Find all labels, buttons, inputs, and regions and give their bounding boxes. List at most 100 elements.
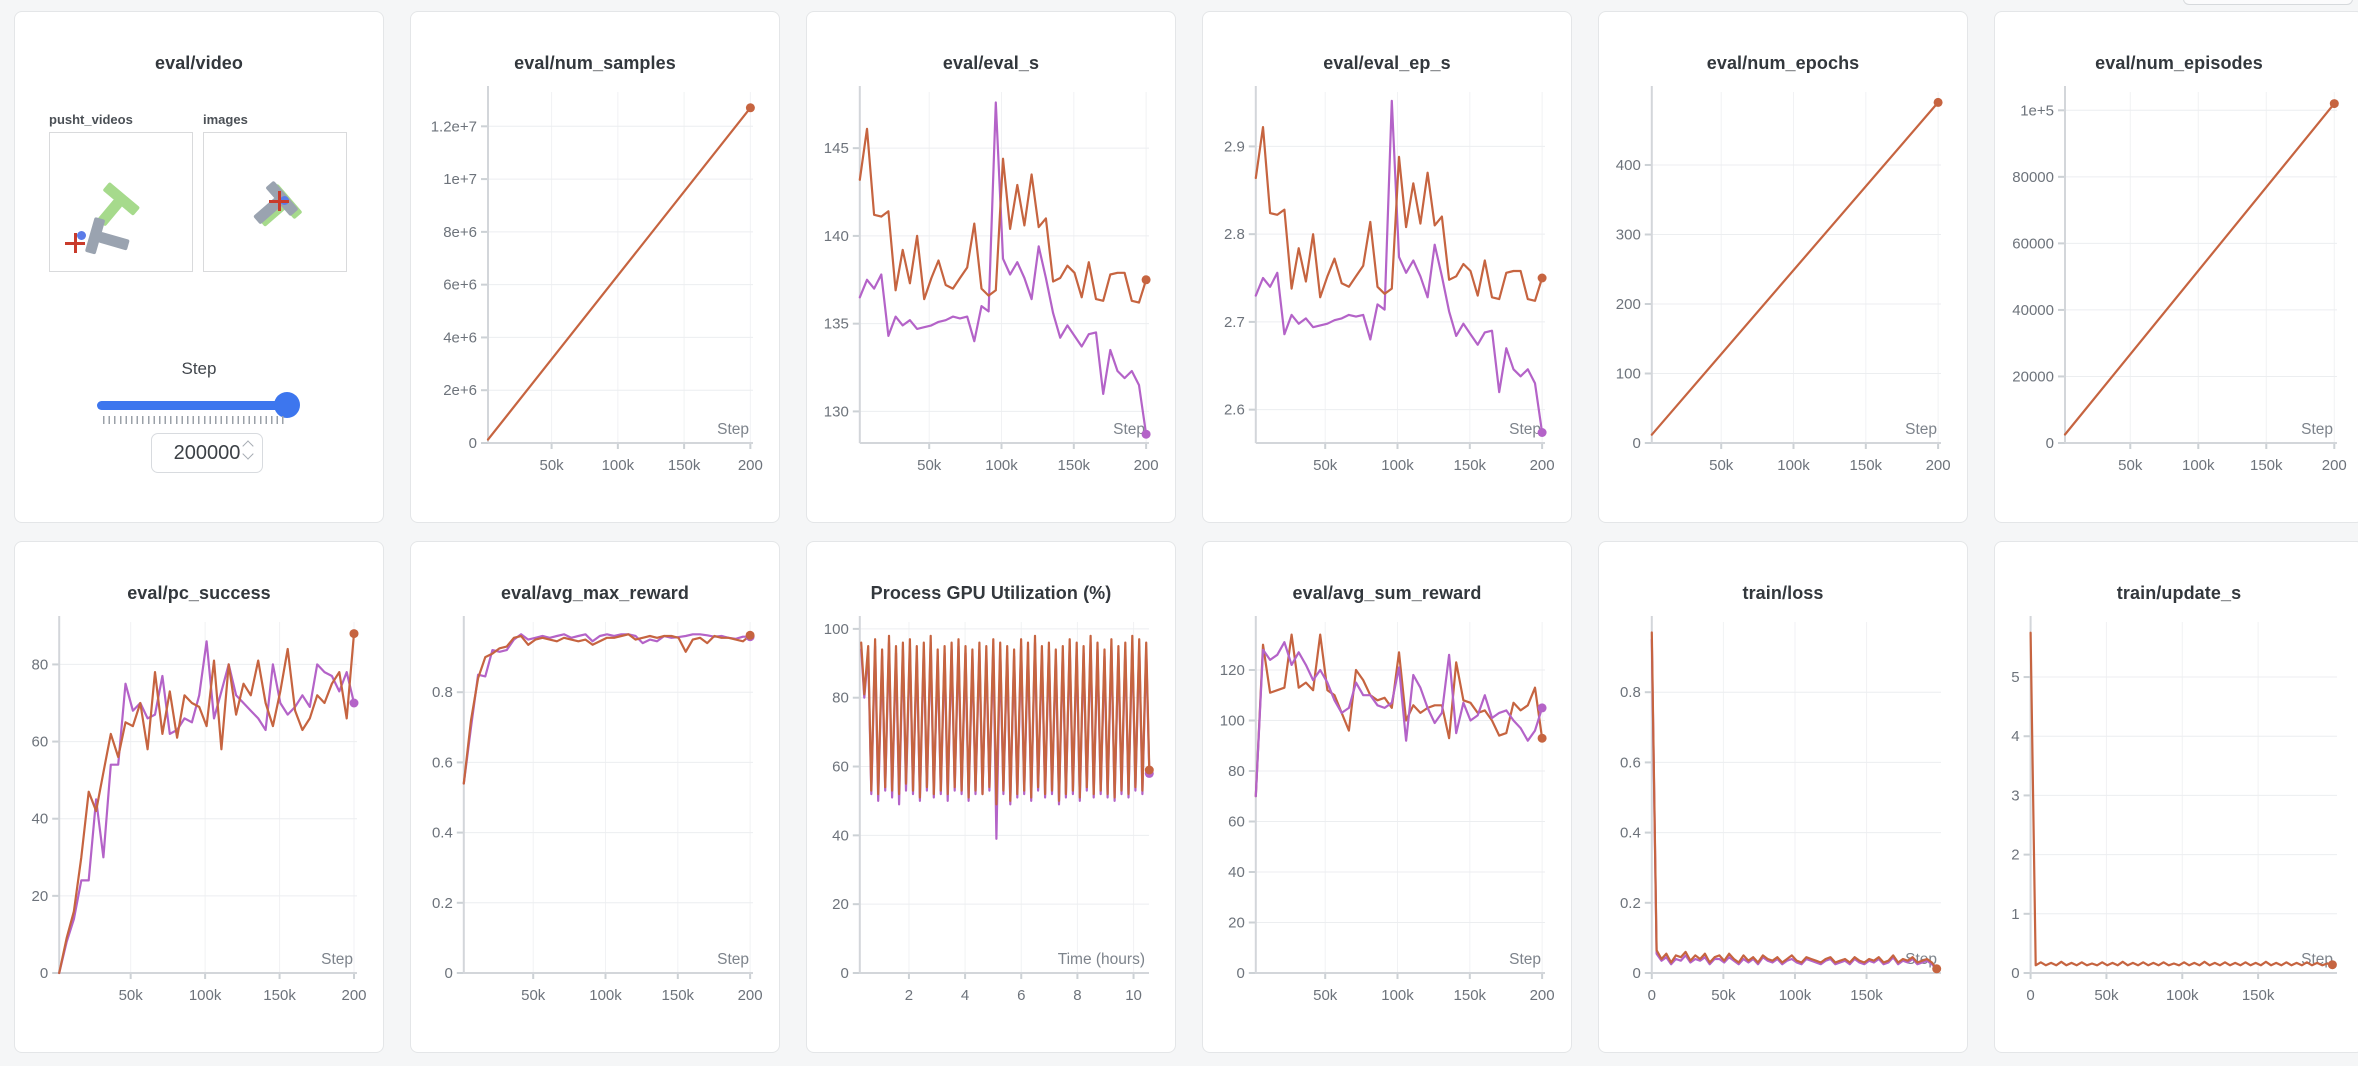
chart-title: Process GPU Utilization (%) [870, 583, 1112, 603]
svg-text:100k: 100k [985, 457, 1018, 474]
svg-text:100k: 100k [1777, 457, 1810, 474]
svg-text:0: 0 [1632, 965, 1640, 982]
svg-text:100k: 100k [589, 987, 622, 1004]
chart-title: train/update_s [2116, 583, 2242, 603]
step-input-value[interactable]: 200000 [173, 441, 241, 464]
svg-text:40: 40 [32, 811, 49, 828]
svg-text:100k: 100k [602, 457, 635, 474]
panel-eval-video[interactable]: eval/video pusht_videos images [14, 11, 384, 523]
svg-text:Step: Step [321, 951, 353, 968]
svg-text:40000: 40000 [2012, 302, 2054, 319]
svg-text:120: 120 [1220, 662, 1245, 679]
panel-train-update-s[interactable]: train/update_s 0 50k 100k 150k 0 1 2 3 4 5 Step [1994, 541, 2358, 1053]
panel-grid: eval/video pusht_videos images [14, 11, 2358, 1053]
chart-area[interactable]: 0 50k 100k 150k 0 0.2 0.4 0.6 0.8 Step [1599, 608, 1967, 1023]
svg-text:1e+5: 1e+5 [2020, 102, 2054, 119]
svg-text:Step: Step [717, 421, 749, 438]
svg-text:10: 10 [1125, 987, 1142, 1004]
svg-text:2.9: 2.9 [1224, 138, 1245, 155]
svg-text:0.2: 0.2 [1620, 895, 1641, 912]
svg-text:50k: 50k [1709, 457, 1734, 474]
svg-text:0: 0 [469, 435, 477, 452]
svg-text:4: 4 [2011, 728, 2019, 745]
panel-eval-eval-s[interactable]: eval/eval_s 50k 100k 150k 200 130 135 140 145 St… [806, 11, 1176, 523]
step-slider-label: Step [181, 359, 217, 378]
step-stepper[interactable] [242, 440, 254, 460]
svg-text:4: 4 [961, 987, 969, 1004]
svg-text:0: 0 [2011, 965, 2019, 982]
svg-text:0.6: 0.6 [432, 754, 453, 771]
chart-title: eval/avg_max_reward [500, 583, 690, 603]
chart-title: eval/avg_sum_reward [1292, 583, 1482, 603]
chart-area[interactable]: 50k 100k 150k 200 2.6 2.7 2.8 2.9 Step [1203, 78, 1571, 493]
chart-area[interactable]: 50k 100k 150k 200 0 100 200 300 400 Step [1599, 78, 1967, 493]
step-input[interactable]: 200000 [151, 433, 263, 473]
gray-t-shape [84, 216, 135, 263]
svg-text:50k: 50k [540, 457, 565, 474]
chart-area[interactable]: 0 50k 100k 150k 0 1 2 3 4 5 Step [1995, 608, 2358, 1023]
svg-text:60: 60 [832, 759, 849, 776]
panel-process-gpu-utilization[interactable]: Process GPU Utilization (%) 2 4 6 8 10 0 20 40 6… [806, 541, 1176, 1053]
svg-text:200: 200 [738, 457, 763, 474]
chart-area[interactable]: 50k 100k 150k 200 0 20 40 60 80 Step [15, 608, 383, 1023]
svg-text:Step: Step [1509, 951, 1541, 968]
svg-text:100k: 100k [1381, 457, 1414, 474]
svg-text:20000: 20000 [2012, 368, 2054, 385]
panel-eval-avg-sum-reward[interactable]: eval/avg_sum_reward 50k 100k 150k 200 0 20 40 6… [1202, 541, 1572, 1053]
svg-text:200: 200 [1530, 987, 1555, 1004]
svg-text:50k: 50k [2118, 457, 2143, 474]
svg-text:0: 0 [1648, 987, 1656, 1004]
svg-text:Step: Step [1113, 421, 1145, 438]
svg-text:150k: 150k [1454, 987, 1487, 1004]
chart-area[interactable]: 2 4 6 8 10 0 20 40 60 80 100 Time (hours) [807, 608, 1175, 1023]
svg-text:150k: 150k [1850, 457, 1883, 474]
svg-text:2e+6: 2e+6 [443, 382, 477, 399]
chart-area[interactable]: 50k 100k 150k 200 0 2e+6 4e+6 6e+6 8e+6 1e+7 1.2e+… [411, 78, 779, 493]
media-label-images: images [203, 112, 248, 127]
svg-text:200: 200 [342, 987, 367, 1004]
target-cross-icon [269, 191, 289, 211]
chart-area[interactable]: 50k 100k 150k 200 0 0.2 0.4 0.6 0.8 Step [411, 608, 779, 1023]
svg-text:0: 0 [444, 965, 452, 982]
svg-text:100: 100 [1220, 712, 1245, 729]
step-slider-thumb[interactable] [274, 392, 300, 418]
svg-text:3: 3 [2011, 787, 2019, 804]
svg-text:20: 20 [832, 896, 849, 913]
chart-title: eval/eval_s [942, 53, 1040, 73]
svg-text:20: 20 [1228, 914, 1245, 931]
svg-text:0: 0 [2026, 987, 2034, 1004]
panel-eval-eval-ep-s[interactable]: eval/eval_ep_s 50k 100k 150k 200 2.6 2.7 2.8 2.… [1202, 11, 1572, 523]
svg-text:60: 60 [32, 734, 49, 751]
svg-text:Time (hours): Time (hours) [1058, 951, 1145, 968]
chart-area[interactable]: 50k 100k 150k 200 0 20 40 60 80 100 120 Step [1203, 608, 1571, 1023]
step-slider-track[interactable] [97, 401, 299, 410]
svg-text:150k: 150k [1058, 457, 1091, 474]
panel-eval-avg-max-reward[interactable]: eval/avg_max_reward 50k 100k 150k 200 0 0.2 0.… [410, 541, 780, 1053]
svg-text:50k: 50k [1711, 987, 1736, 1004]
chart-area[interactable]: 50k 100k 150k 200 0 20000 40000 60000 80000 1e+5 S… [1995, 78, 2358, 493]
svg-text:150k: 150k [662, 987, 695, 1004]
svg-text:0.8: 0.8 [432, 684, 453, 701]
panel-eval-num-epochs[interactable]: eval/num_epochs 50k 100k 150k 200 0 100 200 300… [1598, 11, 1968, 523]
svg-text:60000: 60000 [2012, 235, 2054, 252]
svg-text:0.8: 0.8 [1620, 684, 1641, 701]
decrement-icon[interactable] [242, 448, 254, 460]
panel-eval-num-episodes[interactable]: eval/num_episodes 50k 100k 150k 200 0 20000 40… [1994, 11, 2358, 523]
svg-text:150k: 150k [1454, 457, 1487, 474]
chart-area[interactable]: 50k 100k 150k 200 130 135 140 145 Step [807, 78, 1175, 493]
panel-train-loss[interactable]: train/loss 0 50k 100k 150k 0 0.2 0.4 0.6 0.8 Step [1598, 541, 1968, 1053]
pusht-video-thumbnail [49, 132, 193, 272]
svg-text:8: 8 [1073, 987, 1081, 1004]
agent-dot-icon [77, 231, 86, 240]
svg-text:0: 0 [40, 965, 48, 982]
panel-eval-pc-success[interactable]: eval/pc_success 50k 100k 150k 200 0 20 40 60 80 S… [14, 541, 384, 1053]
panel-eval-num-samples[interactable]: eval/num_samples 50k 100k 150k 200 0 2e+6 4e+6… [410, 11, 780, 523]
chart-title: eval/num_epochs [1706, 53, 1860, 73]
svg-text:2.6: 2.6 [1224, 402, 1245, 419]
svg-text:50k: 50k [917, 457, 942, 474]
svg-text:135: 135 [824, 316, 849, 333]
svg-text:50k: 50k [1313, 987, 1338, 1004]
svg-text:Step: Step [1905, 421, 1937, 438]
svg-text:100k: 100k [1779, 987, 1812, 1004]
svg-text:150k: 150k [2242, 987, 2275, 1004]
